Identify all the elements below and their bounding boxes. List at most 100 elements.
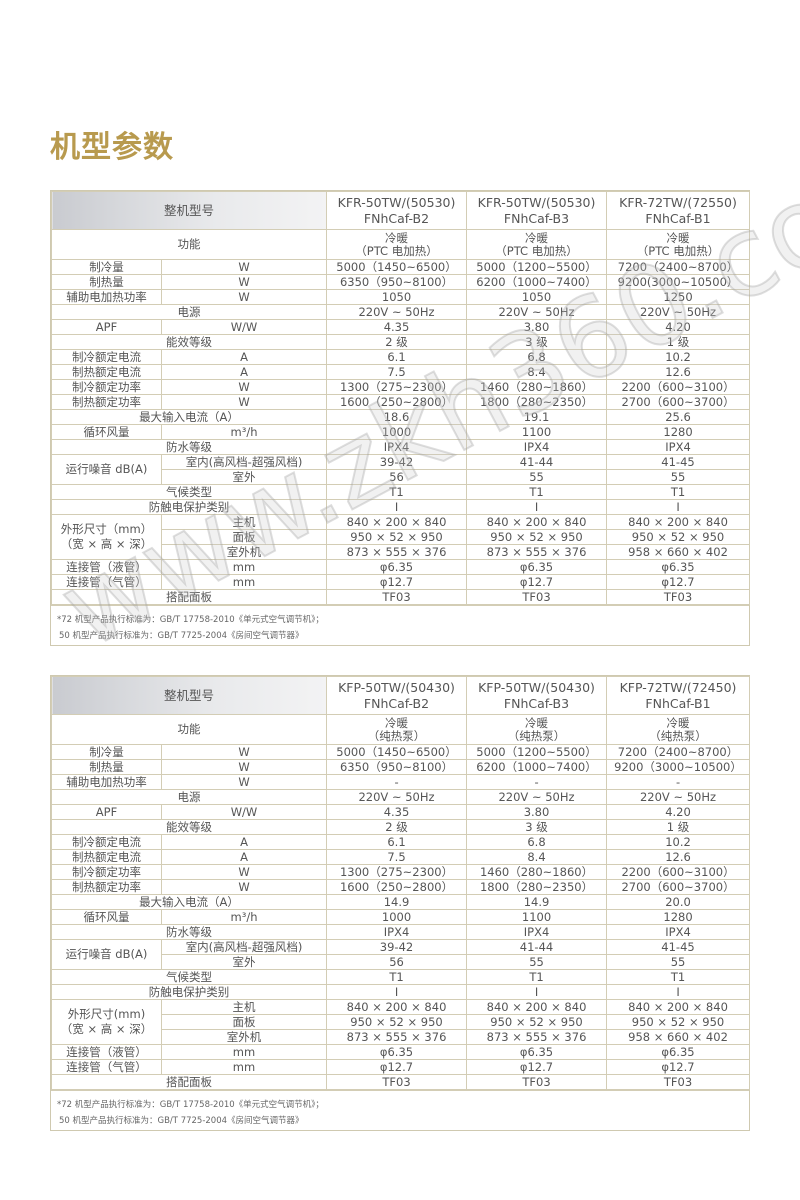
cell-value: φ6.35 bbox=[326, 1044, 468, 1060]
table-row: 制冷量 W 5000（1450~6500） 5000（1200~5500） 7200（2… bbox=[51, 259, 751, 275]
cell-value: 958 × 660 × 402 bbox=[606, 544, 751, 560]
model-name: KFP-50TW/(50430) FNhCaf-B2 bbox=[326, 676, 468, 715]
row-unit: W bbox=[160, 879, 328, 895]
table-row: 制冷额定功率 W 1300（275~2300） 1460（280~1860） 2200（… bbox=[51, 379, 751, 395]
table-row: 制热量 W 6350（950~8100） 6200（1000~7400） 9200（30… bbox=[51, 759, 751, 775]
row-unit: A bbox=[160, 849, 328, 865]
row-label: 电源 bbox=[50, 789, 328, 805]
table-row: 防水等级 IPX4 IPX4 IPX4 bbox=[50, 924, 751, 940]
row-label: APF bbox=[51, 804, 162, 820]
cell-value: 39-42 bbox=[326, 454, 468, 470]
row-label: 防水等级 bbox=[50, 924, 328, 940]
sub-row-label: 室外机 bbox=[160, 1029, 328, 1045]
cell-value: IPX4 bbox=[466, 924, 608, 940]
cell-value: I bbox=[466, 499, 608, 515]
sub-row-label: 室内(高风档-超强风档) bbox=[160, 939, 328, 955]
row-label: 制热额定电流 bbox=[51, 364, 162, 380]
row-unit: W bbox=[160, 394, 328, 410]
cell-value: 19.1 bbox=[466, 409, 608, 425]
row-unit: m³/h bbox=[160, 909, 328, 925]
cell-value: 1600（250~2800） bbox=[326, 879, 468, 895]
cell-value: 5000（1200~5500） bbox=[466, 744, 608, 760]
cell-value: 冷暖 （PTC 电加热） bbox=[326, 229, 468, 260]
table-row: 制冷额定电流 A 6.1 6.8 10.2 bbox=[51, 834, 751, 850]
cell-value: 840 × 200 × 840 bbox=[606, 514, 751, 530]
cell-value: T1 bbox=[606, 484, 751, 500]
cell-value: φ12.7 bbox=[606, 1059, 751, 1075]
row-unit: A bbox=[160, 834, 328, 850]
cell-value: TF03 bbox=[326, 1074, 468, 1090]
row-label: 能效等级 bbox=[50, 334, 328, 350]
function-row: 功能 冷暖 （纯热泵） 冷暖 （纯热泵） 冷暖 （纯热泵） bbox=[50, 714, 751, 745]
header-label: 整机型号 bbox=[50, 676, 328, 715]
footnotes: *72 机型产品执行标准为：GB/T 17758-2010《单元式空气调节机》；… bbox=[51, 1090, 749, 1135]
cell-value: I bbox=[606, 499, 751, 515]
sub-row-label: 主机 bbox=[160, 999, 328, 1015]
row-unit: W bbox=[160, 774, 328, 790]
cell-value: 25.6 bbox=[606, 409, 751, 425]
cell-value: 55 bbox=[606, 954, 751, 970]
table-row: 外形尺寸(mm) （宽 × 高 × 深） 主机 840 × 200 × 840 840 … bbox=[51, 999, 751, 1045]
cell-value: 2200（600~3100） bbox=[606, 864, 751, 880]
row-unit: W bbox=[160, 759, 328, 775]
cell-value: 14.9 bbox=[326, 894, 468, 910]
table-row: 循环风量 m³/h 1000 1100 1280 bbox=[51, 909, 751, 925]
row-label: 连接管（气管） bbox=[51, 1059, 162, 1075]
cell-value: 41-45 bbox=[606, 454, 751, 470]
row-label: 连接管（气管） bbox=[51, 574, 162, 590]
table-row: APF W/W 4.35 3.80 4.20 bbox=[51, 804, 751, 820]
cell-value: T1 bbox=[466, 969, 608, 985]
cell-value: 7.5 bbox=[326, 364, 468, 380]
table-row: 制冷额定功率 W 1300（275~2300） 1460（280~1860） 2200（… bbox=[51, 864, 751, 880]
footnote: 50 机型产品执行标准为：GB/T 7725-2004《房间空气调节器》 bbox=[59, 631, 304, 641]
sub-row-label: 面板 bbox=[160, 529, 328, 545]
row-label: 制冷量 bbox=[51, 259, 162, 275]
table-row: 制冷额定电流 A 6.1 6.8 10.2 bbox=[51, 349, 751, 365]
cell-value: 56 bbox=[326, 954, 468, 970]
cell-value: 1800（280~2350） bbox=[466, 879, 608, 895]
cell-value: φ12.7 bbox=[606, 574, 751, 590]
table-row: 最大输入电流（A） 14.9 14.9 20.0 bbox=[50, 894, 751, 910]
row-label: 连接管（液管） bbox=[51, 559, 162, 575]
table-row: 制热额定电流 A 7.5 8.4 12.6 bbox=[51, 849, 751, 865]
cell-value: 220V ~ 50Hz bbox=[466, 789, 608, 805]
cell-value: 12.6 bbox=[606, 364, 751, 380]
cell-value: 6200（1000~7400） bbox=[466, 274, 608, 290]
table-row: 制冷量 W 5000（1450~6500） 5000（1200~5500） 7200（2… bbox=[51, 744, 751, 760]
cell-value: IPX4 bbox=[606, 439, 751, 455]
footnote: *72 机型产品执行标准为：GB/T 17758-2010《单元式空气调节机》； bbox=[57, 1100, 324, 1110]
cell-value: 950 × 52 × 950 bbox=[606, 529, 751, 545]
cell-value: 14.9 bbox=[466, 894, 608, 910]
cell-value: IPX4 bbox=[466, 439, 608, 455]
cell-value: 1050 bbox=[326, 289, 468, 305]
cell-value: 18.6 bbox=[326, 409, 468, 425]
cell-value: 6200（1000~7400） bbox=[466, 759, 608, 775]
cell-value: - bbox=[466, 774, 608, 790]
group-label: 外形尺寸（mm） （宽 × 高 × 深） bbox=[51, 514, 162, 560]
sub-row-label: 室内(高风档-超强风档) bbox=[160, 454, 328, 470]
table-row: 电源 220V ~ 50Hz 220V ~ 50Hz 220V ~ 50Hz bbox=[50, 789, 751, 805]
cell-value: 冷暖 （PTC 电加热） bbox=[466, 229, 608, 260]
row-label: 防水等级 bbox=[50, 439, 328, 455]
row-label: 制冷额定功率 bbox=[51, 379, 162, 395]
cell-value: 55 bbox=[466, 469, 608, 485]
cell-value: 1600（250~2800） bbox=[326, 394, 468, 410]
cell-value: 1300（275~2300） bbox=[326, 379, 468, 395]
cell-value: 冷暖 （纯热泵） bbox=[326, 714, 468, 745]
cell-value: 2200（600~3100） bbox=[606, 379, 751, 395]
row-label: 能效等级 bbox=[50, 819, 328, 835]
cell-value: 2700（600~3700） bbox=[606, 394, 751, 410]
table-row: 制热额定功率 W 1600（250~2800） 1800（280~2350） 2700（… bbox=[51, 394, 751, 410]
cell-value: 39-42 bbox=[326, 939, 468, 955]
header-row: 整机型号 KFR-50TW/(50530) FNhCaf-B2 KFR-50TW/(5… bbox=[50, 191, 751, 230]
model-name: KFR-50TW/(50530) FNhCaf-B2 bbox=[326, 191, 468, 230]
cell-value: 41-44 bbox=[466, 939, 608, 955]
table-row: 室外 56 55 55 bbox=[52, 954, 751, 970]
cell-value: 220V ~ 50Hz bbox=[326, 304, 468, 320]
cell-value: φ12.7 bbox=[326, 574, 468, 590]
cell-value: 1000 bbox=[326, 909, 468, 925]
table-row: 制热量 W 6350（950~8100） 6200（1000~7400） 9200(30… bbox=[51, 274, 751, 290]
row-label: 制热额定功率 bbox=[51, 394, 162, 410]
cell-value: φ6.35 bbox=[606, 1044, 751, 1060]
table-row: 气候类型 T1 T1 T1 bbox=[50, 969, 751, 985]
